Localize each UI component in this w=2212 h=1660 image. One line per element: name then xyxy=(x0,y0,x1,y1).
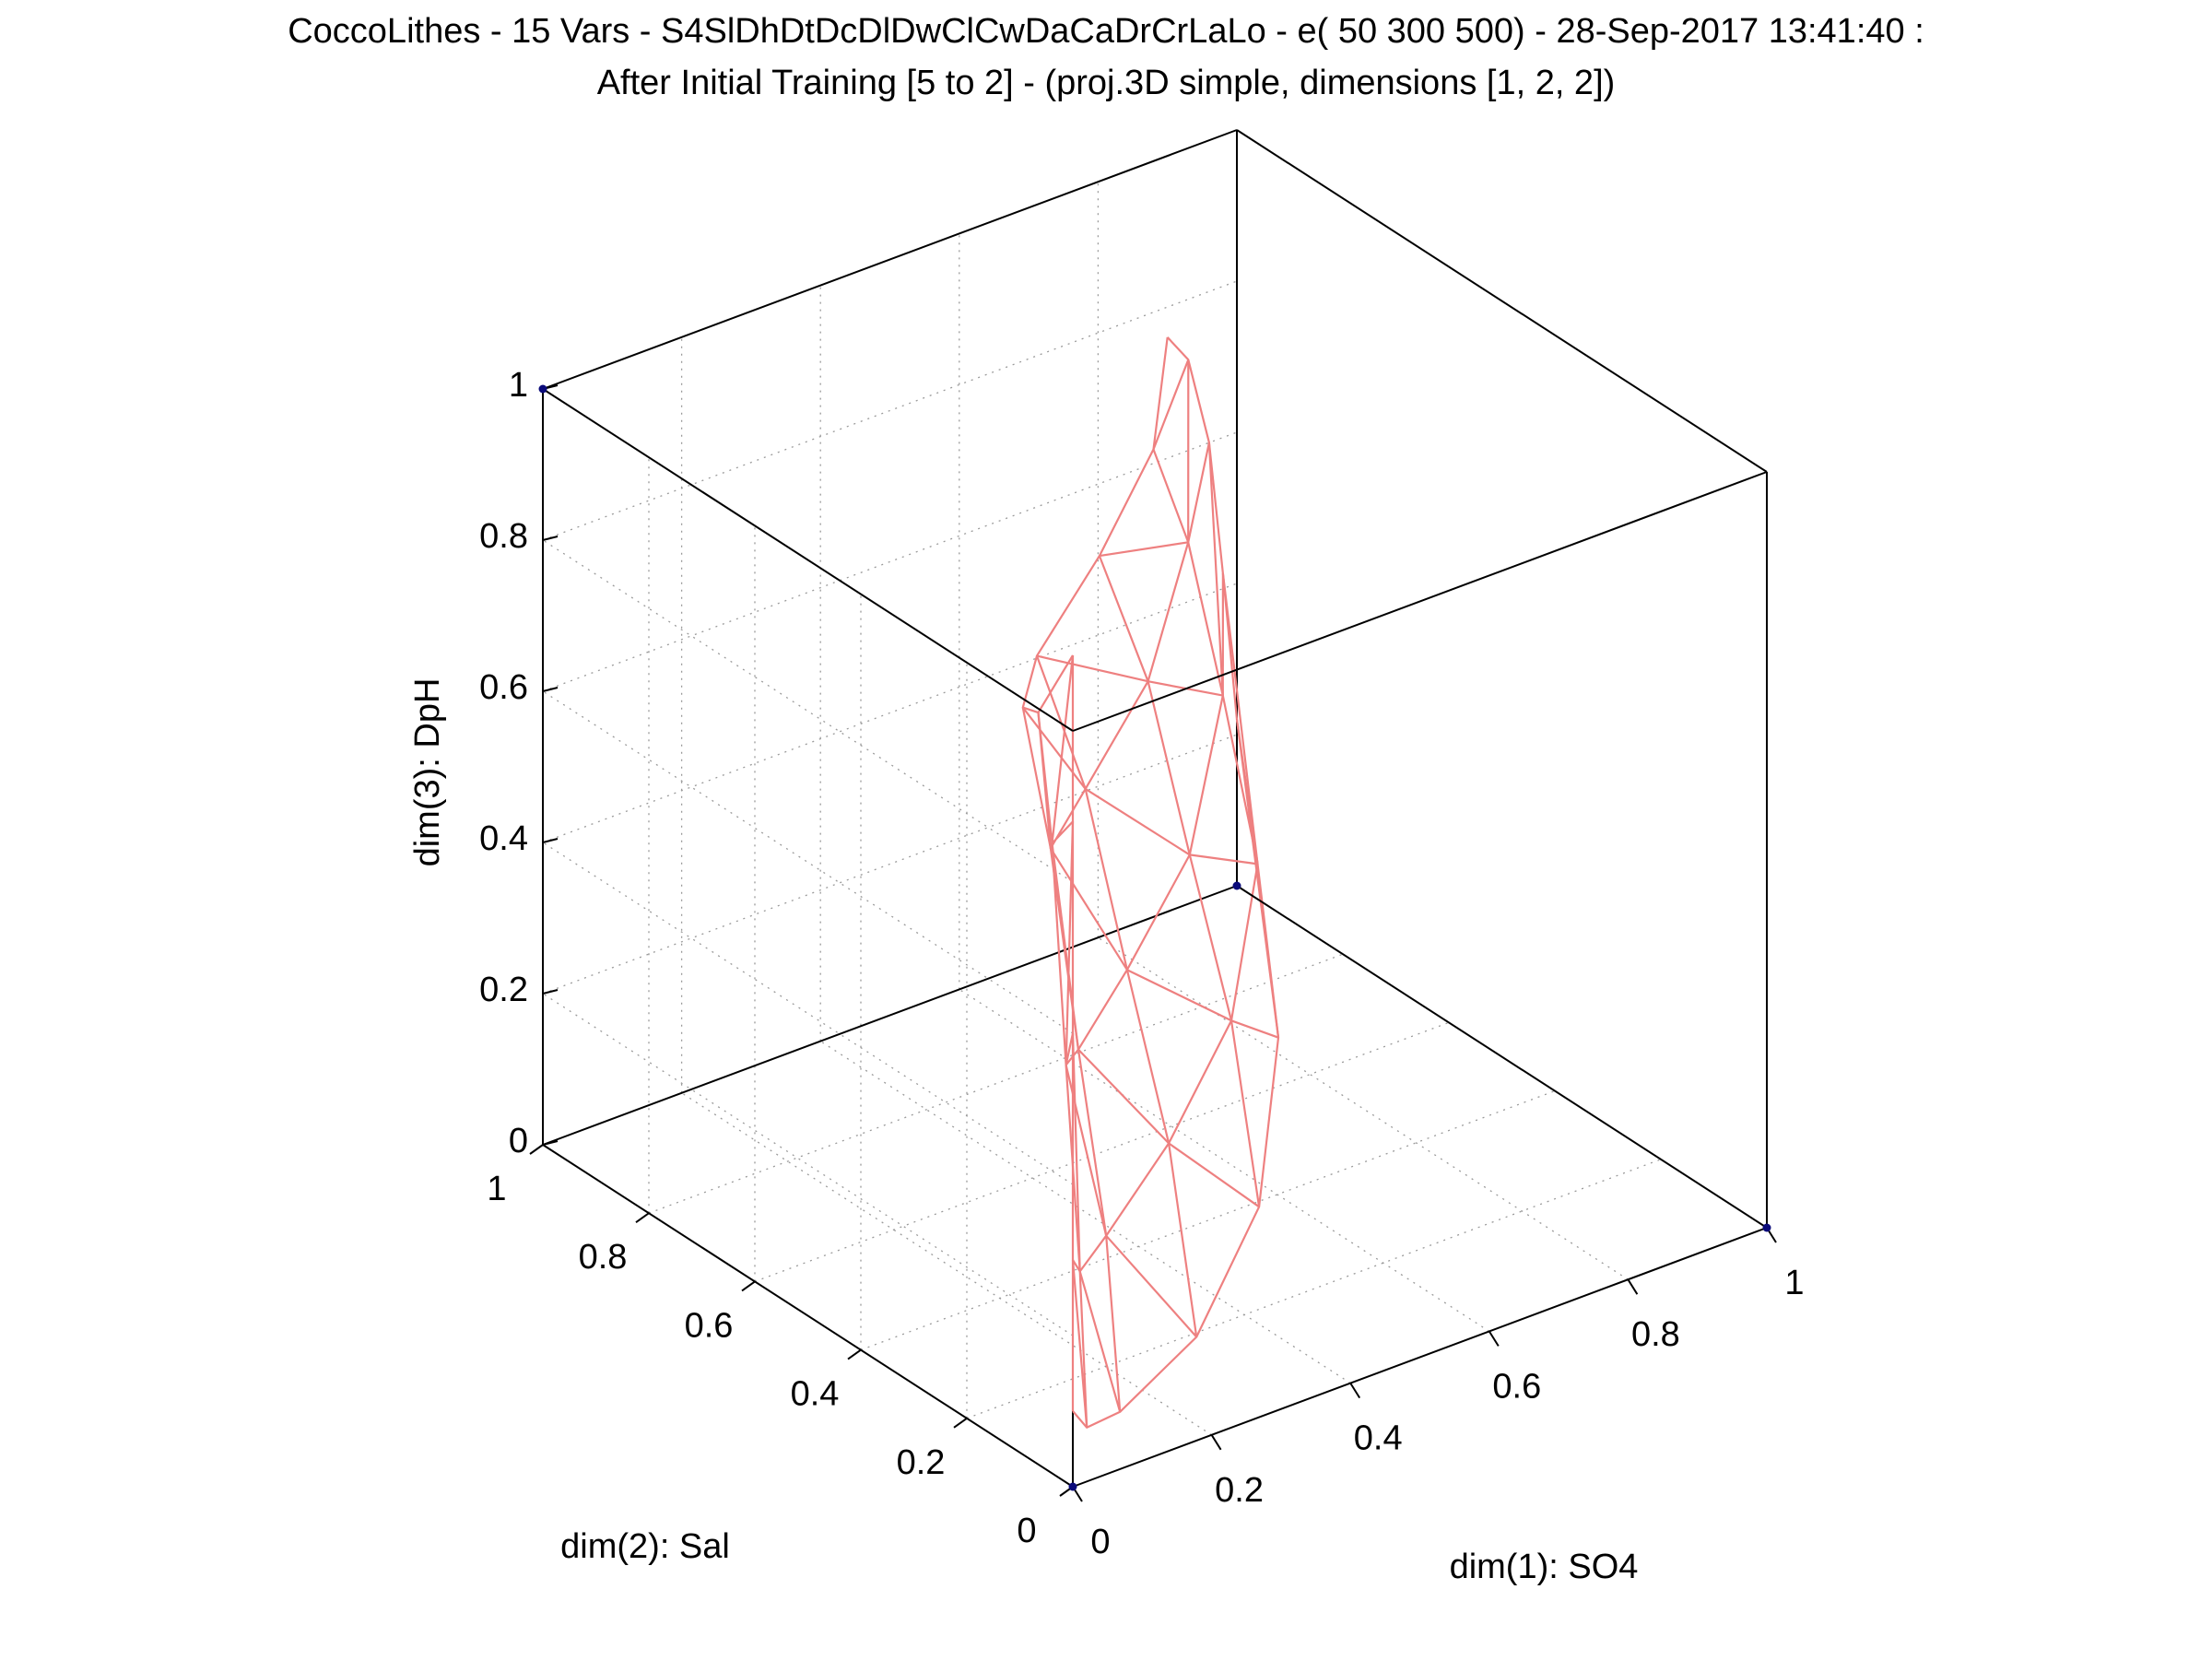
mesh-column-line xyxy=(1152,449,1280,1038)
mesh-diagonal-line xyxy=(1071,1032,1081,1272)
mesh-diagonal-line xyxy=(1065,821,1075,1065)
y-tick-mark xyxy=(953,1417,968,1429)
mesh-diagonal-line xyxy=(1021,706,1087,790)
z-tick-label: 0.4 xyxy=(479,819,528,858)
mesh-diagonal-line xyxy=(1105,1234,1198,1338)
chart-title-line-2: After Initial Training [5 to 2] - (proj.… xyxy=(597,64,1616,102)
axes-box-back xyxy=(542,130,1768,1488)
axes-box-edge xyxy=(1072,471,1768,732)
mesh-row-line xyxy=(1072,719,1280,1429)
data-point-marker xyxy=(1762,1223,1771,1232)
mesh-diagonal-line xyxy=(1085,787,1191,856)
axes-box-edge xyxy=(1236,885,1768,1229)
mesh-row-line xyxy=(1072,573,1259,1273)
grid-line xyxy=(542,583,1238,843)
z-tick-label: 0.2 xyxy=(479,971,528,1009)
mesh-diagonal-line xyxy=(1049,847,1128,971)
y-tick-label: 0.2 xyxy=(897,1443,946,1482)
mesh-diagonal-line xyxy=(1071,1259,1088,1428)
mesh-diagonal-line xyxy=(1077,1048,1170,1145)
tick-marks-and-labels: 00.20.40.60.8100.20.40.60.8100.20.40.60.… xyxy=(479,366,1804,1561)
chart-title-line-1: CoccoLithes - 15 Vars - S4SlDhDtDcDlDwCl… xyxy=(288,12,1924,51)
z-axis-label: dim(3): DpH xyxy=(408,678,447,867)
x-tick-label: 0.4 xyxy=(1354,1419,1403,1458)
x-tick-label: 0.8 xyxy=(1631,1315,1680,1354)
mesh-diagonal-line xyxy=(1187,441,1210,543)
y-tick-label: 1 xyxy=(487,1170,506,1208)
data-point-marker xyxy=(538,384,547,394)
y-tick-mark xyxy=(635,1212,650,1224)
data-point-marker xyxy=(1068,1482,1077,1491)
x-tick-mark xyxy=(1349,1383,1361,1399)
grid-line xyxy=(542,280,1238,541)
grid-line xyxy=(1098,936,1629,1280)
grid-lines xyxy=(542,182,1662,1436)
axes-box-edge xyxy=(1236,129,1768,473)
x-tick-label: 0 xyxy=(1090,1523,1110,1561)
z-tick-mark xyxy=(542,989,559,995)
data-markers xyxy=(538,384,1771,1491)
mesh-diagonal-line xyxy=(1051,842,1080,1050)
mesh-diagonal-line xyxy=(1065,1065,1108,1236)
x-tick-mark xyxy=(1488,1330,1500,1347)
axes-box-edge xyxy=(542,1144,1074,1488)
x-tick-mark xyxy=(1627,1278,1639,1295)
x-tick-label: 0.2 xyxy=(1215,1471,1264,1510)
grid-line xyxy=(966,1159,1662,1419)
mesh-diagonal-line xyxy=(1036,654,1148,683)
grid-line xyxy=(860,1089,1556,1351)
data-point-marker xyxy=(1232,881,1241,890)
grid-line xyxy=(754,1021,1450,1283)
mesh-diagonal-line xyxy=(1099,541,1189,558)
y-axis-label: dim(2): Sal xyxy=(560,1527,730,1566)
x-axis-label: dim(1): SO4 xyxy=(1450,1548,1639,1586)
mesh-diagonal-line xyxy=(1168,1142,1260,1208)
y-tick-label: 0 xyxy=(1017,1512,1036,1550)
z-tick-label: 0 xyxy=(509,1122,528,1160)
z-tick-mark xyxy=(542,687,559,692)
mesh-diagonal-line xyxy=(1235,719,1259,865)
mesh-diagonal-line xyxy=(1152,359,1190,450)
axes-box-edge xyxy=(542,885,1238,1146)
z-tick-mark xyxy=(542,1140,559,1146)
x-tick-mark xyxy=(1210,1434,1222,1451)
grid-line xyxy=(542,539,1074,883)
y-tick-label: 0.6 xyxy=(685,1306,734,1345)
y-tick-mark xyxy=(529,1144,544,1155)
mesh-diagonal-line xyxy=(1126,969,1232,1022)
y-tick-label: 0.8 xyxy=(579,1238,628,1277)
z-tick-mark xyxy=(542,536,559,541)
axes-box-edge xyxy=(542,129,1238,390)
x-tick-label: 1 xyxy=(1784,1264,1804,1302)
mesh-diagonal-line xyxy=(1078,1271,1122,1413)
z-tick-mark xyxy=(542,838,559,843)
z-tick-label: 0.8 xyxy=(479,517,528,556)
mesh-diagonal-line xyxy=(1037,712,1052,849)
axes-box-front xyxy=(542,129,1768,1229)
z-tick-label: 1 xyxy=(509,366,528,405)
mesh-diagonal-line xyxy=(1189,854,1258,865)
grid-line xyxy=(648,953,1344,1214)
z-tick-label: 0.6 xyxy=(479,668,528,707)
axes-box-edge xyxy=(542,388,1074,732)
x-tick-label: 0.6 xyxy=(1492,1367,1541,1406)
mesh-diagonal-line xyxy=(1230,1019,1279,1039)
grid-line xyxy=(542,734,1238,995)
y-tick-mark xyxy=(741,1280,756,1292)
grid-line xyxy=(542,431,1238,692)
grid-line xyxy=(542,842,1074,1185)
mesh-column-line xyxy=(1098,555,1261,1207)
mesh-row-line xyxy=(1049,359,1190,850)
y-tick-label: 0.4 xyxy=(791,1375,840,1414)
grid-line xyxy=(542,690,1074,1034)
mesh-column-line xyxy=(1166,336,1239,720)
mesh-diagonal-line xyxy=(1051,654,1075,844)
y-tick-mark xyxy=(847,1348,862,1360)
mesh-row-line xyxy=(1021,336,1169,714)
axes-box-edge xyxy=(1072,1227,1768,1488)
som-mesh xyxy=(1021,336,1280,1429)
mesh-row-line xyxy=(1065,442,1224,1066)
